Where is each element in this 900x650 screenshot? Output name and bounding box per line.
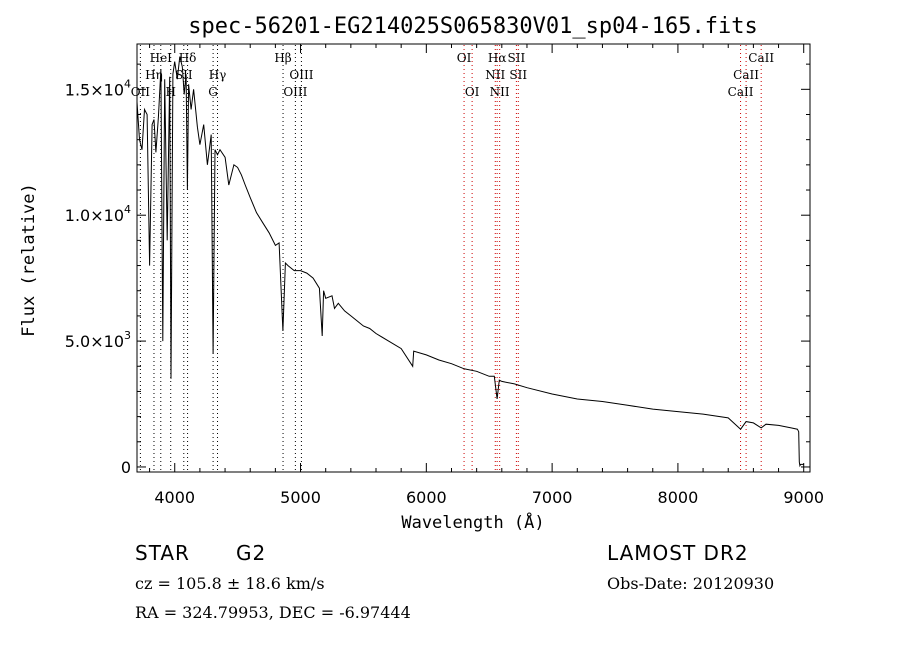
object-type: STAR: [135, 541, 190, 565]
y-axis-ticks: 0 5.0×103 1.0×104 1.5×104: [65, 63, 810, 477]
plot-frame: [136, 43, 811, 473]
x-tick-label: 4000: [154, 488, 195, 507]
line-label: OI: [457, 51, 472, 65]
line-label: OI: [465, 85, 480, 99]
line-label: CaII: [748, 51, 774, 65]
chart-title: spec-56201-EG214025S065830V01_sp04-165.f…: [188, 14, 758, 39]
line-label: OIII: [289, 68, 313, 82]
line-label: NII: [485, 68, 505, 82]
line-label: NII: [490, 85, 510, 99]
observation-date: Obs-Date: 20120930: [607, 574, 775, 593]
line-label: HeI: [150, 51, 173, 65]
line-label: G: [208, 85, 218, 99]
line-label: SII: [509, 68, 527, 82]
object-subclass: G2: [236, 541, 267, 565]
line-label: CaII: [728, 85, 754, 99]
survey-name: LAMOST DR2: [607, 541, 749, 565]
line-label: CaII: [733, 68, 759, 82]
x-axis-ticks: 4000 5000 6000 7000 8000 9000: [149, 44, 824, 507]
line-label: Hδ: [179, 51, 197, 65]
line-label: OIII: [283, 85, 307, 99]
spectrum-line: [136, 56, 804, 468]
redshift-value: cz = 105.8 ± 18.6 km/s: [135, 574, 325, 593]
line-label: Hβ: [274, 51, 291, 65]
line-label: Hγ: [209, 68, 227, 82]
y-tick-label: 1.0×104: [65, 203, 131, 225]
x-tick-label: 6000: [406, 488, 447, 507]
x-axis-label: Wavelength (Å): [401, 511, 544, 533]
line-label: Hη: [145, 68, 163, 82]
x-tick-label: 9000: [783, 488, 824, 507]
line-label: Hα: [488, 51, 507, 65]
y-axis-label: Flux (relative): [19, 183, 39, 337]
line-label: H: [165, 85, 175, 99]
x-tick-label: 7000: [532, 488, 573, 507]
emission-line-markers: [139, 45, 762, 471]
line-label: OII: [131, 85, 151, 99]
line-label: SII: [508, 51, 526, 65]
coordinates: RA = 324.79953, DEC = -6.97444: [135, 603, 411, 622]
y-tick-label: 0: [121, 458, 131, 477]
y-tick-label: 1.5×104: [65, 77, 131, 99]
x-tick-label: 5000: [280, 488, 321, 507]
y-tick-label: 5.0×103: [65, 329, 131, 351]
x-tick-label: 8000: [658, 488, 699, 507]
line-label: SII: [175, 68, 193, 82]
